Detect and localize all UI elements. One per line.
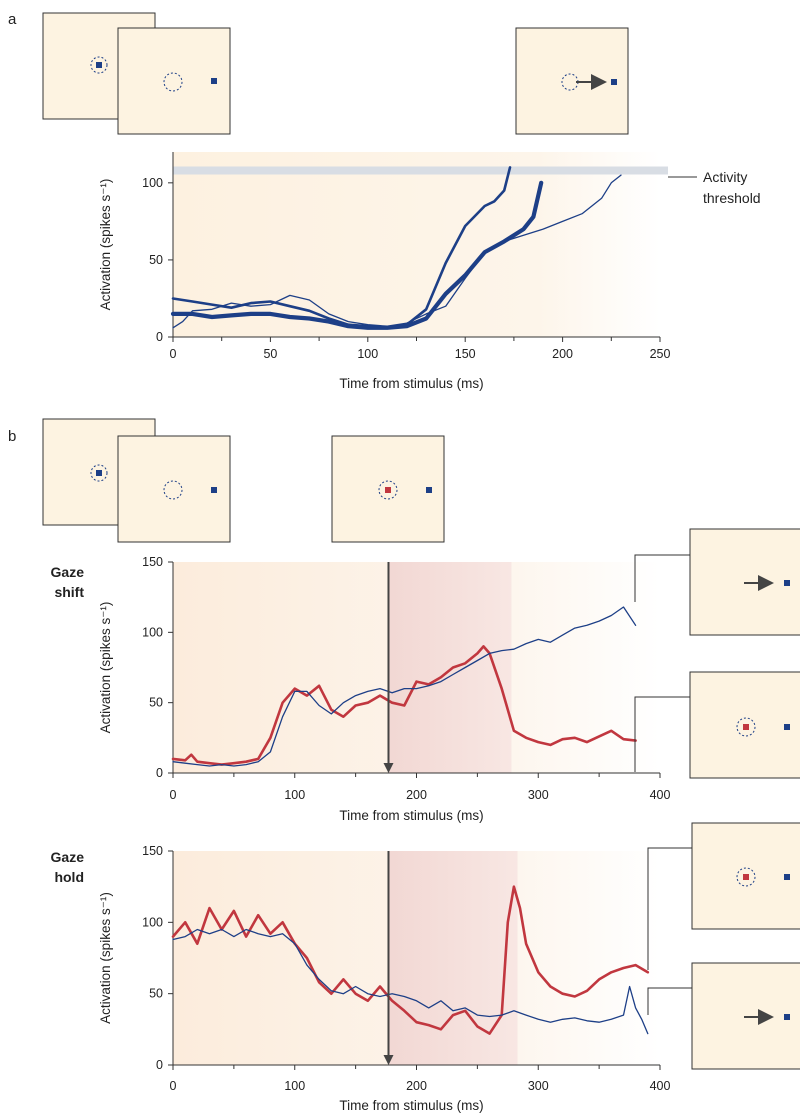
x-tick-label: 100 — [284, 788, 305, 802]
stimulus-gaze-hold-top — [691, 822, 800, 930]
leader-gaze-shift-bottom — [634, 696, 690, 772]
series-line-blue — [172, 606, 637, 767]
chart-panel-a: 0 50 100 150 200 250 0 50 100 Time from stimulus … — [98, 152, 670, 391]
gaze-shift-label-line2: shift — [54, 584, 84, 600]
x-tick-label: 0 — [170, 1079, 177, 1093]
series-line-red — [171, 645, 637, 766]
y-axis-label: Activation (spikes s⁻¹) — [98, 892, 113, 1024]
x-tick-label: 0 — [170, 347, 177, 361]
panel-label-a: a — [8, 11, 17, 28]
y-axis-label: Activation (spikes s⁻¹) — [98, 602, 113, 734]
event-marker-arrowhead — [383, 1055, 394, 1065]
x-tick-label: 400 — [650, 1079, 671, 1093]
stimulus-gaze-shift-top — [689, 528, 800, 636]
x-axis-label: Time from stimulus (ms) — [339, 1098, 483, 1113]
stimulus-gaze-shift-bottom — [689, 671, 800, 779]
y-tick-label: 50 — [149, 253, 163, 267]
x-tick-label: 400 — [650, 788, 671, 802]
y-tick-label: 0 — [156, 330, 163, 344]
y-tick-label: 0 — [156, 1058, 163, 1072]
y-tick-label: 150 — [142, 555, 163, 569]
gaze-hold-label-line2: hold — [54, 869, 84, 885]
series-line-red — [171, 885, 650, 1035]
stimulus-panel-b-red-fixation — [331, 435, 445, 543]
chart-gaze-hold: 0 100 200 300 400 0 50 100 150 Time from stimulus… — [98, 844, 670, 1113]
x-tick-label: 200 — [406, 1079, 427, 1093]
event-marker-arrowhead — [383, 763, 394, 773]
plot-background — [173, 152, 660, 337]
shaded-interval — [388, 851, 518, 1065]
threshold-label-line2: threshold — [703, 190, 761, 206]
stimulus-panel-a-target — [117, 27, 231, 135]
shaded-interval — [388, 562, 512, 773]
leader-gaze-hold-top — [647, 847, 692, 970]
y-tick-label: 100 — [142, 915, 163, 929]
leader-gaze-hold-bottom — [647, 987, 692, 1015]
y-tick-label: 50 — [149, 696, 163, 710]
stimulus-gaze-hold-bottom — [691, 962, 800, 1070]
panel-label-b: b — [8, 428, 16, 445]
y-axis-label: Activation (spikes s⁻¹) — [98, 179, 113, 311]
x-tick-label: 150 — [455, 347, 476, 361]
y-tick-label: 100 — [142, 176, 163, 190]
y-tick-label: 100 — [142, 625, 163, 639]
leader-gaze-shift-top — [634, 554, 690, 602]
stimulus-panel-b-target — [117, 435, 231, 543]
gaze-hold-label-line1: Gaze — [51, 849, 85, 865]
x-tick-label: 300 — [528, 788, 549, 802]
y-tick-label: 150 — [142, 844, 163, 858]
threshold-band — [173, 166, 668, 175]
x-tick-label: 100 — [357, 347, 378, 361]
x-tick-label: 200 — [406, 788, 427, 802]
series-line-thin — [172, 174, 622, 329]
x-tick-label: 0 — [170, 788, 177, 802]
threshold-label-line1: Activity — [703, 169, 747, 185]
x-axis-label: Time from stimulus (ms) — [339, 376, 483, 391]
gaze-shift-label-line1: Gaze — [51, 564, 85, 580]
x-tick-label: 300 — [528, 1079, 549, 1093]
series-line-blue — [172, 928, 649, 1035]
x-tick-label: 250 — [650, 347, 671, 361]
y-tick-label: 0 — [156, 766, 163, 780]
x-axis-label: Time from stimulus (ms) — [339, 808, 483, 823]
stimulus-panel-a-saccade — [515, 27, 629, 135]
chart-gaze-shift: 0 100 200 300 400 0 50 100 150 Time from stimulus… — [98, 555, 670, 823]
y-tick-label: 50 — [149, 987, 163, 1001]
x-tick-label: 200 — [552, 347, 573, 361]
x-tick-label: 100 — [284, 1079, 305, 1093]
x-tick-label: 50 — [263, 347, 277, 361]
